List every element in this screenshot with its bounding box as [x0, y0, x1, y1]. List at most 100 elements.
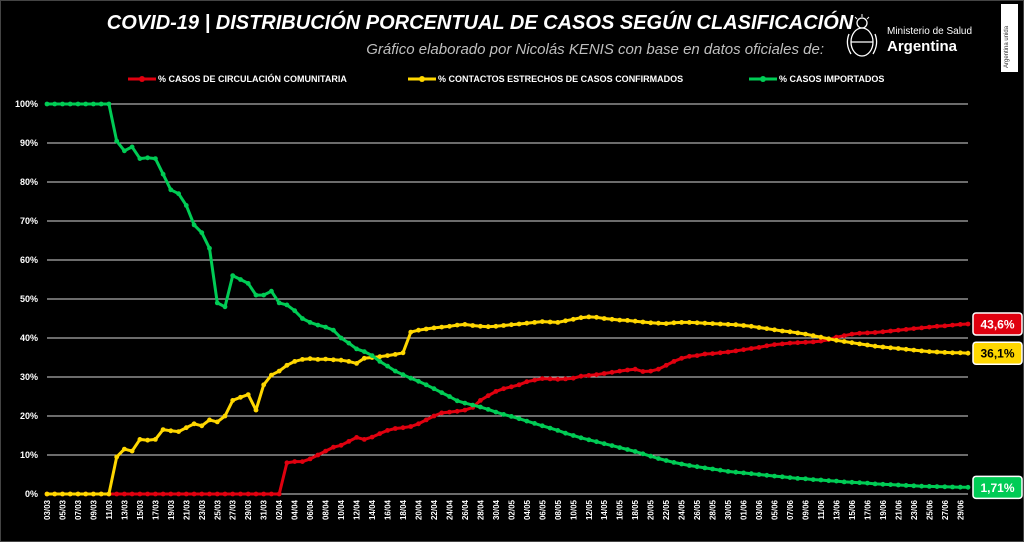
- x-tick-label: 06/04: [306, 499, 315, 520]
- data-point-contactos: [609, 316, 615, 322]
- data-point-contactos: [354, 361, 359, 366]
- data-point-comunitaria: [346, 439, 352, 444]
- data-point-comunitaria: [361, 437, 367, 442]
- data-point-importados: [199, 230, 205, 236]
- x-tick-label: 23/03: [198, 499, 207, 520]
- data-point-importados: [625, 447, 630, 452]
- data-point-comunitaria: [547, 376, 553, 382]
- chart-title: COVID-19 | DISTRIBUCIÓN PORCENTUAL DE CA…: [106, 12, 854, 34]
- data-point-importados: [926, 484, 932, 489]
- data-point-importados: [609, 443, 615, 448]
- data-point-contactos: [880, 344, 886, 350]
- data-point-comunitaria: [524, 379, 530, 385]
- data-point-importados: [965, 484, 971, 490]
- data-point-comunitaria: [400, 425, 406, 431]
- data-point-importados: [578, 435, 584, 441]
- data-point-importados: [331, 327, 336, 333]
- data-point-comunitaria: [516, 382, 522, 388]
- x-tick-label: 11/03: [105, 499, 114, 519]
- data-point-comunitaria: [594, 372, 599, 378]
- data-point-importados: [532, 421, 537, 426]
- data-point-comunitaria: [269, 491, 274, 497]
- data-point-comunitaria: [385, 428, 390, 433]
- data-point-comunitaria: [447, 409, 452, 415]
- side-logo-strip: Argentina unida: [1001, 4, 1018, 72]
- data-point-contactos: [230, 398, 236, 403]
- data-point-importados: [772, 473, 777, 479]
- x-tick-label: 10/04: [337, 499, 346, 520]
- x-tick-label: 05/03: [58, 499, 67, 520]
- data-point-comunitaria: [640, 369, 646, 374]
- data-point-importados: [122, 148, 127, 154]
- data-point-contactos: [625, 318, 630, 323]
- data-point-comunitaria: [153, 491, 158, 497]
- data-point-comunitaria: [439, 410, 445, 416]
- x-tick-label: 03/03: [43, 499, 52, 520]
- x-tick-label: 07/06: [786, 499, 795, 520]
- data-point-comunitaria: [230, 491, 236, 497]
- data-point-importados: [903, 483, 909, 488]
- data-point-contactos: [756, 325, 762, 330]
- data-point-contactos: [114, 454, 120, 460]
- data-point-importados: [857, 480, 862, 486]
- data-point-contactos: [168, 428, 174, 434]
- data-point-contactos: [423, 326, 429, 332]
- data-point-importados: [106, 101, 112, 107]
- y-tick-label: 50%: [20, 294, 38, 304]
- data-point-importados: [361, 349, 367, 354]
- data-point-comunitaria: [632, 366, 638, 372]
- data-point-comunitaria: [748, 346, 754, 351]
- data-point-importados: [91, 101, 96, 107]
- data-point-contactos: [524, 320, 530, 326]
- data-point-contactos: [183, 425, 189, 431]
- data-point-importados: [230, 273, 236, 278]
- x-tick-label: 15/03: [136, 499, 145, 520]
- x-tick-label: 25/06: [925, 499, 934, 520]
- data-point-contactos: [516, 321, 522, 327]
- data-point-importados: [307, 320, 313, 325]
- data-point-importados: [679, 461, 684, 467]
- x-tick-label: 10/05: [569, 499, 578, 520]
- data-point-importados: [153, 156, 158, 162]
- data-point-comunitaria: [926, 324, 932, 330]
- data-point-contactos: [98, 491, 104, 497]
- data-point-importados: [524, 418, 530, 424]
- data-point-importados: [454, 398, 460, 404]
- data-point-comunitaria: [122, 491, 127, 497]
- data-point-contactos: [245, 392, 251, 397]
- data-point-importados: [160, 171, 166, 177]
- data-point-contactos: [671, 320, 677, 326]
- data-point-importados: [493, 409, 499, 415]
- data-point-importados: [44, 101, 50, 107]
- data-point-importados: [214, 300, 220, 306]
- data-point-contactos: [122, 446, 127, 452]
- data-point-comunitaria: [679, 355, 684, 361]
- data-point-importados: [67, 101, 73, 107]
- data-point-contactos: [346, 359, 352, 364]
- data-point-importados: [369, 353, 375, 358]
- data-point-importados: [570, 433, 576, 438]
- data-point-contactos: [841, 339, 847, 344]
- data-point-importados: [880, 481, 886, 487]
- x-axis-ticks: 03/03 05/03 07/03 09/03 11/03 13/03 15/03 17/03…: [43, 499, 965, 520]
- data-point-contactos: [462, 322, 468, 327]
- data-point-contactos: [160, 427, 166, 432]
- data-point-comunitaria: [663, 362, 669, 368]
- data-point-importados: [292, 308, 298, 314]
- data-point-importados: [586, 437, 592, 443]
- data-point-contactos: [509, 322, 514, 328]
- data-point-comunitaria: [354, 435, 359, 440]
- data-point-contactos: [926, 349, 932, 354]
- data-point-comunitaria: [493, 389, 499, 394]
- legend-marker-comunitaria: [139, 76, 145, 82]
- data-point-contactos: [400, 350, 406, 356]
- data-point-comunitaria: [810, 339, 816, 345]
- data-point-importados: [702, 465, 708, 471]
- x-tick-label: 20/05: [647, 499, 656, 520]
- data-point-contactos: [447, 323, 452, 329]
- data-point-importados: [485, 407, 491, 412]
- data-point-contactos: [640, 319, 646, 325]
- data-point-comunitaria: [919, 325, 924, 331]
- data-point-importados: [640, 451, 646, 457]
- data-point-contactos: [601, 316, 607, 321]
